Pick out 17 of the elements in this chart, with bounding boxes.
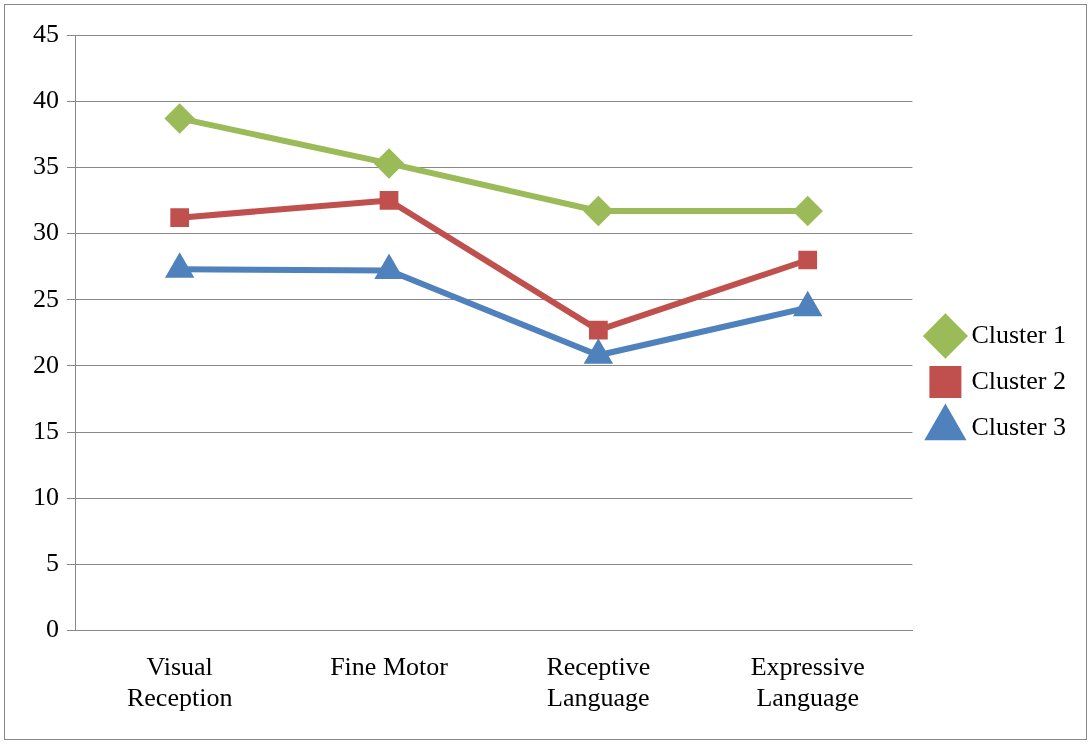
y-tick-label: 35 xyxy=(33,151,59,181)
y-tick-label: 30 xyxy=(33,217,59,247)
legend-label: Cluster 1 xyxy=(971,319,1066,349)
y-tick-label: 40 xyxy=(33,85,59,115)
legend-label: Cluster 2 xyxy=(971,365,1066,395)
legend-label: Cluster 3 xyxy=(971,411,1066,441)
y-tick-label: 25 xyxy=(33,283,59,313)
y-tick-label: 10 xyxy=(33,482,59,512)
y-tick-label: 45 xyxy=(33,18,59,48)
y-tick-label: 20 xyxy=(33,349,59,379)
y-tick-label: 0 xyxy=(46,614,59,644)
x-tick-label: Fine Motor xyxy=(330,652,449,682)
x-tick-label: Visual Reception xyxy=(126,652,233,713)
x-tick-label: Receptive Language xyxy=(546,652,651,713)
x-tick-label: Expressive Language xyxy=(750,652,865,713)
y-tick-label: 15 xyxy=(33,415,59,445)
y-tick-label: 5 xyxy=(46,548,59,578)
